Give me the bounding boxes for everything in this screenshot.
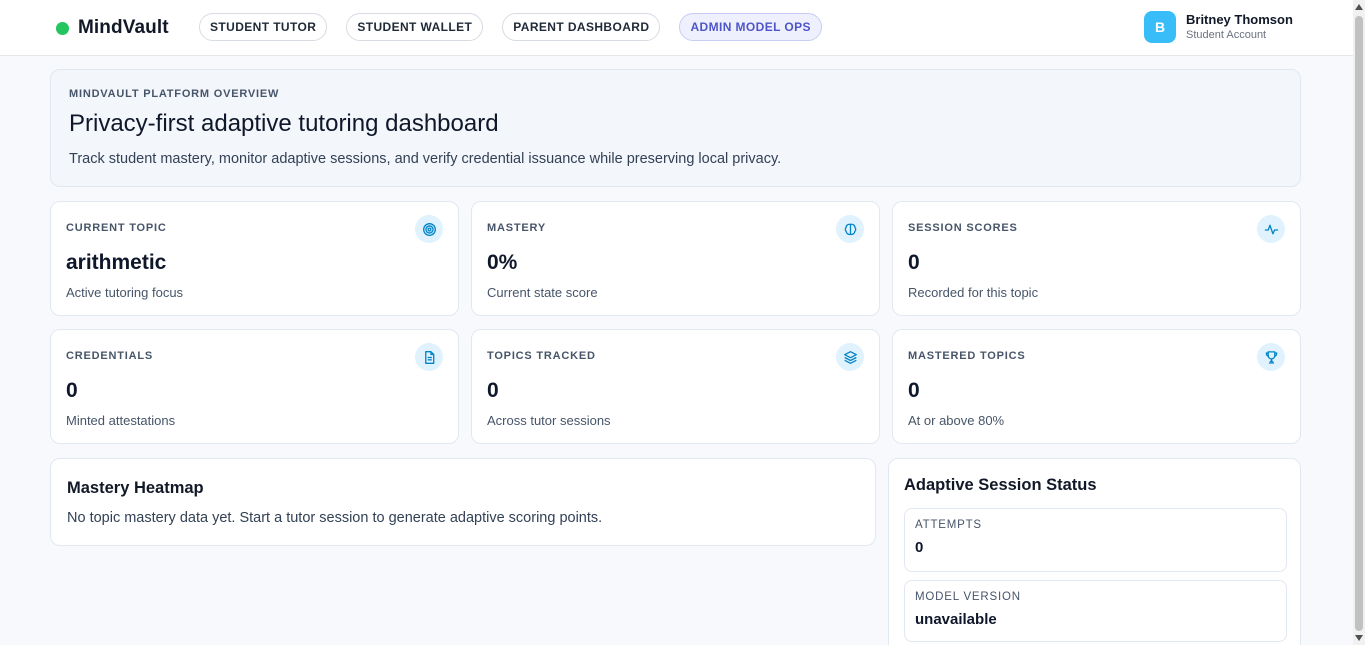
stat-value: arithmetic	[66, 251, 167, 274]
target-icon	[415, 215, 443, 243]
stat-card-topics-tracked: TOPICS TRACKED 0 Across tutor sessions	[471, 329, 880, 444]
model-version-metric: MODEL VERSION unavailable	[904, 580, 1287, 642]
stat-caption: Recorded for this topic	[908, 285, 1039, 300]
stat-caption: Current state score	[487, 285, 598, 300]
nav-admin-model-ops[interactable]: ADMIN MODEL OPS	[679, 13, 822, 41]
stat-caption: Minted attestations	[66, 413, 176, 428]
stat-card-credentials: CREDENTIALS 0 Minted attestations	[50, 329, 459, 444]
brain-icon	[836, 215, 864, 243]
stat-label: CREDENTIALS	[66, 350, 154, 362]
page-title: Privacy-first adaptive tutoring dashboar…	[69, 110, 499, 137]
stat-label: TOPICS TRACKED	[487, 350, 596, 362]
mastery-heatmap-panel: Mastery Heatmap No topic mastery data ye…	[50, 458, 876, 546]
heatmap-title: Mastery Heatmap	[67, 479, 204, 497]
nav-student-tutor[interactable]: STUDENT TUTOR	[199, 13, 328, 41]
activity-icon	[1257, 215, 1285, 243]
stat-value: 0	[908, 251, 920, 274]
stat-value: 0	[66, 379, 78, 402]
stat-caption: Active tutoring focus	[66, 285, 184, 300]
stat-value: 0	[487, 379, 499, 402]
heatmap-empty-state: No topic mastery data yet. Start a tutor…	[67, 510, 603, 526]
metric-value: unavailable	[915, 611, 997, 628]
platform-overview-panel: MINDVAULT PLATFORM OVERVIEW Privacy-firs…	[50, 69, 1301, 187]
brand-logo[interactable]: MindVault	[56, 17, 169, 39]
stat-card-current-topic: CURRENT TOPIC arithmetic Active tutoring…	[50, 201, 459, 316]
metric-label: MODEL VERSION	[915, 591, 1021, 603]
vertical-scrollbar[interactable]	[1353, 0, 1365, 645]
metric-value: 0	[915, 539, 924, 556]
stat-label: SESSION SCORES	[908, 222, 1018, 234]
nav-parent-dashboard[interactable]: PARENT DASHBOARD	[502, 13, 661, 41]
session-status-title: Adaptive Session Status	[904, 476, 1097, 494]
brand-name: MindVault	[78, 17, 169, 38]
layers-icon	[836, 343, 864, 371]
stat-card-mastered-topics: MASTERED TOPICS 0 At or above 80%	[892, 329, 1301, 444]
stat-caption: Across tutor sessions	[487, 413, 611, 428]
scroll-up-arrow-icon[interactable]	[1355, 4, 1363, 10]
metric-label: ATTEMPTS	[915, 519, 982, 531]
adaptive-session-status-panel: Adaptive Session Status ATTEMPTS 0 MODEL…	[888, 458, 1301, 645]
stat-value: 0	[908, 379, 920, 402]
stat-card-mastery: MASTERY 0% Current state score	[471, 201, 880, 316]
overview-description: Track student mastery, monitor adaptive …	[69, 151, 782, 167]
stat-card-session-scores: SESSION SCORES 0 Recorded for this topic	[892, 201, 1301, 316]
stat-value: 0%	[487, 251, 518, 274]
scrollbar-thumb[interactable]	[1355, 16, 1363, 631]
stat-label: CURRENT TOPIC	[66, 222, 167, 234]
stat-caption: At or above 80%	[908, 413, 1005, 428]
stat-label: MASTERY	[487, 222, 546, 234]
nav-student-wallet[interactable]: STUDENT WALLET	[346, 13, 484, 41]
trophy-icon	[1257, 343, 1285, 371]
overview-eyebrow: MINDVAULT PLATFORM OVERVIEW	[69, 88, 280, 100]
stat-label: MASTERED TOPICS	[908, 350, 1026, 362]
main-nav: STUDENT TUTOR STUDENT WALLET PARENT DASH…	[199, 13, 841, 41]
status-dot-icon	[56, 21, 69, 35]
document-icon	[415, 343, 443, 371]
avatar: B	[1144, 11, 1176, 43]
user-name: Britney Thomson	[1186, 12, 1293, 27]
attempts-metric: ATTEMPTS 0	[904, 508, 1287, 572]
user-menu[interactable]: B Britney Thomson Student Account	[1144, 11, 1293, 43]
top-navigation-bar: MindVault STUDENT TUTOR STUDENT WALLET P…	[0, 0, 1353, 56]
user-role: Student Account	[1186, 29, 1267, 41]
scroll-down-arrow-icon[interactable]	[1355, 635, 1363, 641]
